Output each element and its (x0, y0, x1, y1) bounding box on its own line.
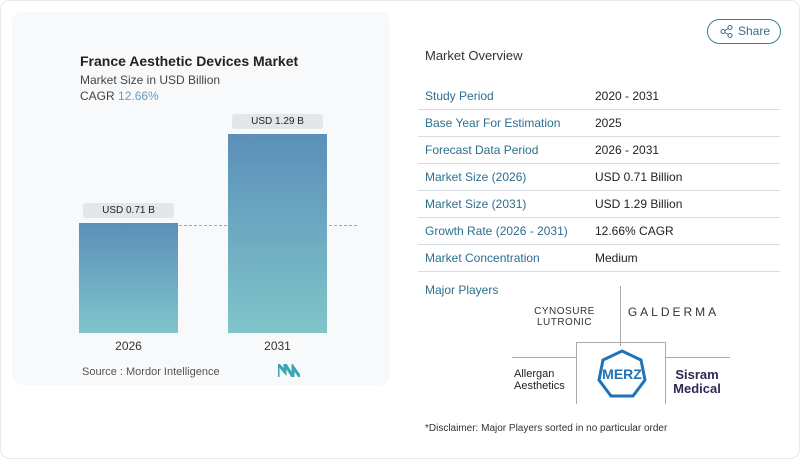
overview-row: Base Year For Estimation 2025 (418, 110, 780, 137)
logo-galderma: GALDERMA (627, 305, 720, 319)
overview-row: Market Concentration Medium (418, 245, 780, 272)
overview-title: Market Overview (425, 48, 523, 63)
logo-allergan: Allergan Aesthetics (514, 368, 565, 392)
bar-2031 (228, 134, 327, 333)
logo-sisram: Sisram Medical (673, 367, 721, 396)
overview-row: Forecast Data Period 2026 - 2031 (418, 137, 780, 164)
row-value: 2020 - 2031 (595, 89, 660, 103)
overview-row: Market Size (2026) USD 0.71 Billion (418, 164, 780, 191)
reference-line (79, 225, 357, 226)
row-label: Growth Rate (2026 - 2031) (425, 224, 568, 238)
cagr-value: 12.66% (118, 89, 159, 103)
merz-logo-icon (597, 349, 647, 398)
row-value: USD 1.29 Billion (595, 197, 683, 211)
chart-title: France Aesthetic Devices Market (80, 53, 299, 69)
data-label: USD 0.71 B (83, 203, 174, 219)
overview-row: Study Period 2020 - 2031 (418, 83, 780, 110)
row-value: USD 0.71 Billion (595, 170, 683, 184)
mordor-logo-icon (278, 364, 300, 377)
row-value: Medium (595, 251, 638, 265)
overview-row: Growth Rate (2026 - 2031) 12.66% CAGR (418, 218, 780, 245)
disclaimer: *Disclaimer: Major Players sorted in no … (425, 423, 668, 434)
source-text: Source : Mordor Intelligence (82, 366, 220, 378)
row-label: Market Size (2031) (425, 197, 527, 211)
major-players-label: Major Players (425, 283, 499, 297)
overview-row: Market Size (2031) USD 1.29 Billion (418, 191, 780, 218)
row-label: Market Size (2026) (425, 170, 527, 184)
chart-subtitle: Market Size in USD Billion (80, 73, 221, 87)
chart-card (12, 12, 390, 385)
row-label: Base Year For Estimation (425, 116, 561, 130)
cagr-label: CAGR (80, 89, 115, 103)
share-label: Share (738, 24, 771, 38)
logo-merz: MERZ (602, 366, 642, 382)
cagr: CAGR 12.66% (80, 89, 159, 103)
logo-cynosure-lutronic: CYNOSURE LUTRONIC (534, 306, 595, 328)
bar-2026 (79, 223, 178, 333)
row-label: Forecast Data Period (425, 143, 539, 157)
data-label: USD 1.29 B (232, 114, 323, 129)
row-value: 2026 - 2031 (595, 143, 660, 157)
row-label: Study Period (425, 89, 494, 103)
share-button[interactable]: Share (707, 19, 781, 44)
x-tick-label: 2026 (115, 339, 142, 353)
row-value: 2025 (595, 116, 622, 130)
share-icon (720, 25, 733, 38)
x-tick-label: 2031 (264, 339, 291, 353)
row-value: 12.66% CAGR (595, 224, 674, 238)
row-label: Market Concentration (425, 251, 540, 265)
